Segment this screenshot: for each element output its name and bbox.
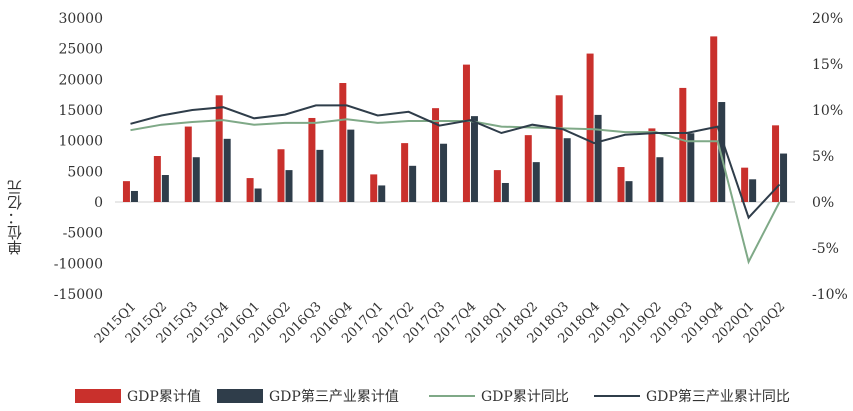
y-tick-label: 25000 xyxy=(58,42,103,58)
chart-canvas: 30000 25000 20000 15000 10000 5000 0 -5000 -1000… xyxy=(54,11,848,347)
bar-tertiary xyxy=(780,153,788,202)
bar-gdp xyxy=(153,156,161,202)
y-tick-label: 30000 xyxy=(58,11,103,27)
bar-tertiary xyxy=(563,138,571,202)
y2-tick-label: 20% xyxy=(812,11,843,27)
y-tick-label: 0 xyxy=(94,195,103,211)
line-tertiary-yoy xyxy=(130,104,781,220)
bar-tertiary xyxy=(501,182,509,202)
line-gdp-yoy xyxy=(130,118,781,265)
y-tick-label: 15000 xyxy=(58,103,103,119)
bar-tertiary xyxy=(223,138,231,202)
bar-tertiary xyxy=(532,162,540,202)
bar-gdp xyxy=(215,95,223,202)
bar-gdp xyxy=(524,135,532,202)
bar-gdp xyxy=(462,64,470,202)
legend-swatch xyxy=(217,389,263,403)
y2-tick-label: -5% xyxy=(812,241,839,257)
y2-tick-label: 15% xyxy=(812,57,843,73)
bar-tertiary xyxy=(470,116,478,202)
bar-tertiary xyxy=(409,165,417,202)
bar-tertiary xyxy=(130,190,138,202)
bar-tertiary xyxy=(687,133,695,202)
legend-item-gdp-yoy: GDP累计同比 xyxy=(429,384,569,408)
y2-tick-label: 10% xyxy=(812,103,843,119)
bar-gdp xyxy=(679,87,687,202)
y-tick-label: 10000 xyxy=(58,134,103,150)
legend-label: GDP累计值 xyxy=(127,389,201,405)
legend-swatch xyxy=(429,395,475,397)
y-axis-label: 单位：亿元 xyxy=(6,180,24,255)
bar-gdp xyxy=(432,108,440,202)
bar-tertiary xyxy=(347,129,355,202)
bar-tertiary xyxy=(316,149,324,202)
bar-gdp xyxy=(741,167,749,202)
y-tick-label: 20000 xyxy=(58,72,103,88)
bar-gdp xyxy=(586,53,594,202)
bar-tertiary xyxy=(161,175,169,202)
y-tick-label: -15000 xyxy=(54,287,103,303)
bar-tertiary xyxy=(625,181,633,202)
bar-gdp xyxy=(401,143,409,202)
bar-tertiary xyxy=(656,157,664,202)
y-tick-label: -10000 xyxy=(54,256,103,272)
bar-tertiary xyxy=(594,114,602,202)
bar-gdp xyxy=(184,126,192,202)
bar-tertiary xyxy=(440,143,448,202)
bar-tertiary xyxy=(285,170,293,202)
y-tick-label: 5000 xyxy=(67,164,103,180)
bar-tertiary xyxy=(378,185,386,202)
bar-tertiary xyxy=(749,179,757,202)
bar-gdp xyxy=(555,95,563,202)
y2-tick-label: 0% xyxy=(812,195,834,211)
bar-tertiary xyxy=(254,188,262,202)
y2-tick-label: -10% xyxy=(812,287,848,303)
bar-gdp xyxy=(772,125,780,202)
bar-gdp xyxy=(122,181,130,202)
legend-swatch xyxy=(75,389,121,403)
legend-label: GDP第三产业累计同比 xyxy=(646,389,790,405)
legend: GDP累计值 GDP第三产业累计值 GDP累计同比 GDP第三产业累计同比 xyxy=(0,384,853,408)
bar-gdp xyxy=(308,117,316,202)
y-tick-label: -5000 xyxy=(63,226,103,242)
legend-label: GDP第三产业累计值 xyxy=(269,389,399,405)
bar-gdp xyxy=(493,170,501,202)
bar-tertiary xyxy=(718,102,726,202)
bar-gdp xyxy=(710,36,718,203)
bar-gdp xyxy=(277,149,285,202)
legend-item-tertiary-yoy: GDP第三产业累计同比 xyxy=(594,384,790,408)
legend-item-gdp-cumulative: GDP累计值 xyxy=(75,384,201,408)
bar-tertiary xyxy=(192,157,200,202)
bar-gdp xyxy=(617,167,625,202)
legend-item-tertiary-cumulative: GDP第三产业累计值 xyxy=(217,384,399,408)
legend-label: GDP累计同比 xyxy=(481,389,569,405)
bar-gdp xyxy=(370,174,378,202)
legend-swatch xyxy=(594,395,640,397)
bar-gdp xyxy=(339,83,347,202)
bar-gdp xyxy=(246,178,254,202)
bar-gdp xyxy=(648,128,656,202)
y2-tick-label: 5% xyxy=(812,149,834,165)
